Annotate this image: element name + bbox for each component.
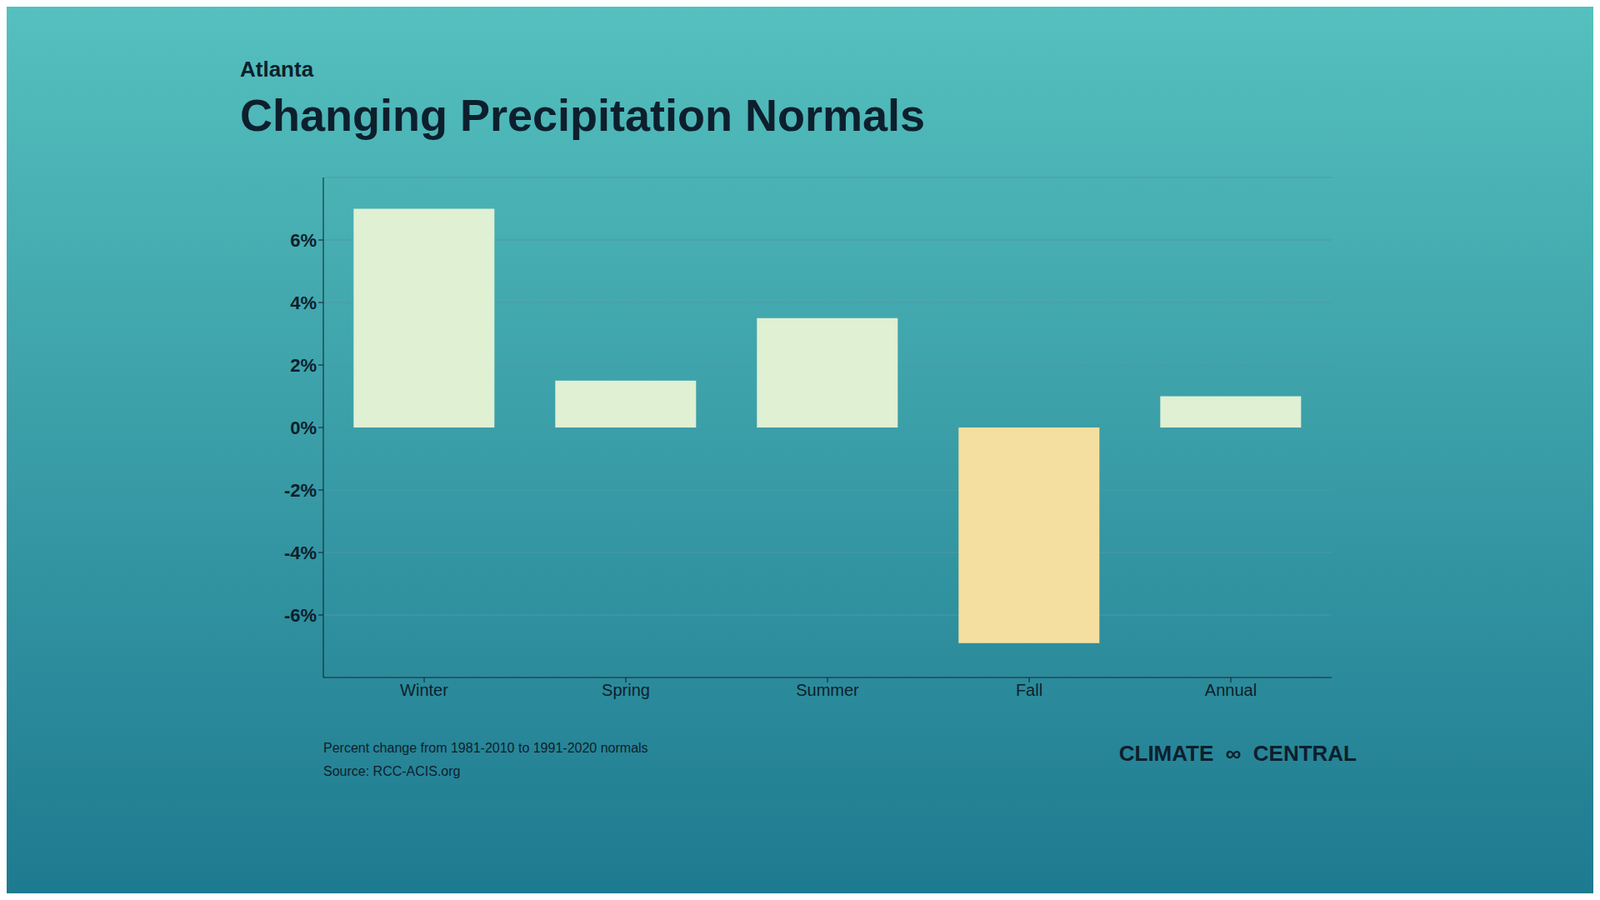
svg-text:-6%: -6% xyxy=(284,605,317,626)
svg-text:Annual: Annual xyxy=(1205,680,1257,700)
svg-text:-2%: -2% xyxy=(284,480,317,501)
svg-text:4%: 4% xyxy=(290,292,317,314)
svg-text:Winter: Winter xyxy=(400,680,449,700)
html-text:Source: RCC-ACIS.org: Source: RCC-ACIS.org xyxy=(323,764,461,779)
html-text:Percent change from 1981-2010: Percent change from 1981-2010 to 1991-20… xyxy=(323,740,648,755)
html-text:Atlanta: Atlanta xyxy=(240,56,314,82)
html-text:CLIMATE ∞ CENTRAL: CLIMATE ∞ CENTRAL xyxy=(1118,740,1357,766)
svg-text:6%: 6% xyxy=(290,230,317,251)
svg-text:Spring: Spring xyxy=(601,680,650,700)
svg-text:0%: 0% xyxy=(290,417,317,439)
html-text:Changing Precipitation Normals: Changing Precipitation Normals xyxy=(240,90,926,140)
svg-text:-4%: -4% xyxy=(284,542,317,564)
svg-text:2%: 2% xyxy=(290,355,317,376)
svg-text:Fall: Fall xyxy=(1015,680,1043,700)
svg-text:Summer: Summer xyxy=(795,680,860,700)
